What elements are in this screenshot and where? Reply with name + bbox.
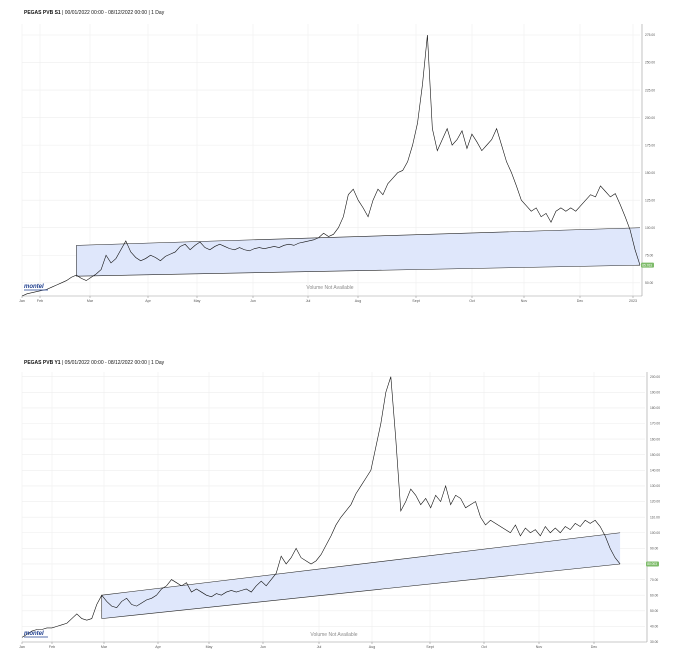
trend-channel [101,532,621,619]
y-tick-label: 140.00 [650,469,660,473]
last-value-label: 65.763 [642,263,652,267]
last-value-label: 80.003 [647,562,657,566]
y-tick-label: 250.00 [645,61,655,65]
y-tick-label: 275.00 [645,33,655,37]
x-tick-label: Jan [19,299,25,303]
x-tick-label: Feb [37,299,43,303]
y-tick-label: 90.00 [650,547,658,551]
y-tick-label: 110.00 [650,515,660,519]
x-tick-label: Jan [19,645,25,649]
y-tick-label: 100.00 [650,531,660,535]
y-tick-label: 130.00 [650,484,660,488]
x-tick-label: May [206,645,213,649]
last-value-badge [641,262,654,268]
x-tick-label: Feb [49,645,55,649]
y-tick-label: 50.00 [650,609,658,613]
chart-svg[interactable]: 50.00 75.00 100.00 125.00 150.00 175.00 200.00… [0,0,677,310]
x-tick-label: Sept [426,645,433,649]
x-tick-label: Apr [155,645,161,649]
y-tick-label: 170.00 [650,422,660,426]
y-tick-label: 180.00 [650,406,660,410]
y-tick-label: 40.00 [650,625,658,629]
y-tick-label: 175.00 [645,143,655,147]
volume-not-available-note: Volume Not Available [310,632,357,638]
y-tick-label: 200.00 [650,375,660,379]
y-tick-label: 190.00 [650,390,660,394]
y-tick-label: 150.00 [650,453,660,457]
x-tick-label: Mar [87,299,94,303]
x-tick-label: Dec [577,299,584,303]
y-tick-label: 100.00 [645,226,655,230]
x-tick-label: Mar [101,645,108,649]
y-tick-label: 60.00 [650,593,658,597]
x-tick-label: Dec [591,645,598,649]
x-tick-label: Jul [317,645,322,649]
x-tick-label: Nov [536,645,543,649]
chart-title: PEGAS PVB S1 | 00/01/2022 00:00 - 08/12/… [24,10,165,16]
chart-title: PEGAS PVB Y1 | 05/01/2022 00:00 - 08/12/… [24,360,165,366]
x-tick-label: Aug [355,299,361,303]
x-tick-label: Oct [469,299,475,303]
y-tick-label: 30.00 [650,640,658,644]
y-tick-label: 75.00 [645,253,653,257]
volume-not-available-note: Volume Not Available [306,285,353,291]
y-tick-label: 225.00 [645,88,655,92]
trend-channel-lower-line [101,563,621,619]
chart-panel-y1: PEGAS PVB Y1 | 05/01/2022 00:00 - 08/12/… [0,350,677,667]
x-tick-label: Apr [145,299,151,303]
chart-panel-s1: PEGAS PVB S1 | 00/01/2022 00:00 - 08/12/… [0,0,677,310]
trend-channel-lower-line [76,264,641,277]
y-tick-label: 70.00 [650,578,658,582]
x-tick-label: Sept [412,299,419,303]
x-tick-label: Nov [521,299,528,303]
y-tick-label: 120.00 [650,500,660,504]
y-tick-label: 50.00 [645,281,653,285]
x-tick-label: Jul [306,299,311,303]
last-value-badge [646,561,659,567]
x-tick-label: May [194,299,201,303]
y-tick-label: 125.00 [645,198,655,202]
chart-svg[interactable]: 30.0040.0050.0060.0070.0080.0090.00100.0… [0,350,677,667]
y-tick-label: 160.00 [650,437,660,441]
montel-logo: montel [24,284,44,290]
y-tick-label: 150.00 [645,171,655,175]
x-tick-label: Jun [260,645,266,649]
trend-channel-upper-line [76,227,641,246]
trend-channel [76,227,640,277]
price-series-line [21,34,641,297]
trend-channel-upper-line [101,532,621,596]
x-tick-label: Jun [250,299,256,303]
x-tick-label: Oct [481,645,487,649]
x-tick-label: Aug [369,645,375,649]
x-tick-label: 2023 [629,299,637,303]
price-series-line [21,376,621,638]
montel-logo: montel [24,631,44,637]
y-tick-label: 200.00 [645,116,655,120]
